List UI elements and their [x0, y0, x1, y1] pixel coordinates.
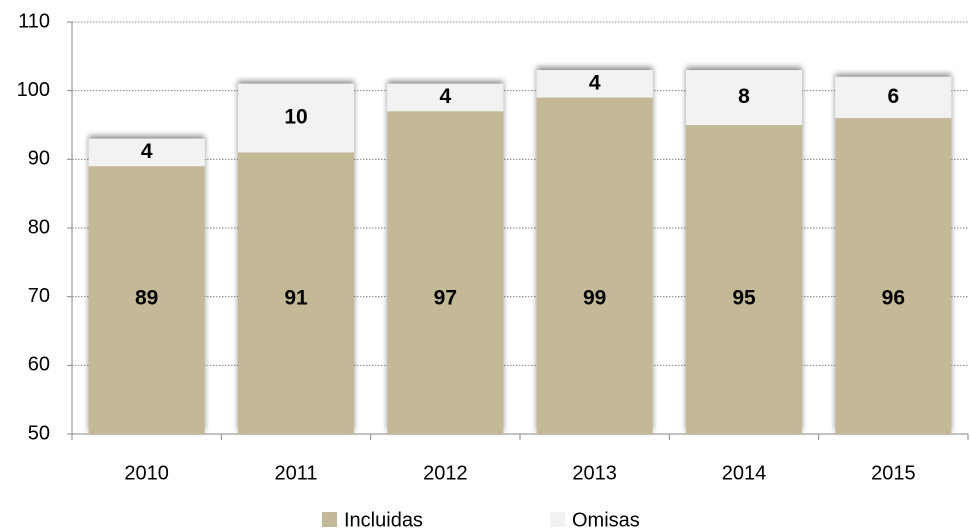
- y-tick-label: 80: [28, 216, 50, 238]
- bar-segment: [387, 111, 504, 435]
- legend-label: Omisas: [572, 509, 640, 531]
- y-tick-label: 50: [28, 422, 50, 444]
- y-tick-label: 110: [18, 10, 50, 32]
- value-label: 6: [887, 85, 899, 108]
- value-label: 95: [732, 287, 756, 310]
- bar-stack: [835, 76, 952, 434]
- value-label: 96: [882, 287, 905, 310]
- value-label: 97: [434, 287, 457, 310]
- legend-swatch: [322, 512, 337, 527]
- bar-segment: [835, 76, 952, 119]
- y-tick-label: 100: [17, 79, 50, 101]
- x-tick-label: 2015: [871, 462, 916, 484]
- value-label: 4: [141, 140, 153, 163]
- x-tick-label: 2013: [572, 462, 617, 484]
- value-label: 4: [439, 85, 451, 108]
- bar-stack: [686, 70, 802, 434]
- bar-stack: [387, 83, 504, 435]
- value-label: 99: [583, 287, 606, 310]
- value-label: 89: [135, 287, 158, 310]
- bar-stack: [536, 70, 653, 435]
- bar-stack: [88, 138, 205, 434]
- value-label: 10: [284, 106, 307, 129]
- x-tick-label: 2011: [274, 462, 317, 484]
- bar-segment: [536, 97, 653, 435]
- bar-segment: [88, 166, 205, 434]
- bar-segment: [686, 125, 802, 434]
- value-label: 4: [589, 71, 601, 94]
- bar-segment: [238, 152, 354, 434]
- bar-segment: [238, 83, 354, 153]
- bar-segment: [536, 70, 653, 98]
- y-tick-label: 90: [28, 148, 50, 170]
- bar-segment: [686, 70, 802, 125]
- legend-label: Incluidas: [344, 509, 423, 531]
- value-label: 91: [284, 287, 308, 310]
- y-tick-label: 70: [28, 285, 50, 307]
- bar-segment: [835, 118, 952, 434]
- bar-segment: [387, 83, 504, 112]
- value-label: 8: [738, 85, 750, 108]
- x-tick-label: 2010: [124, 462, 169, 484]
- x-tick-label: 2014: [722, 462, 767, 484]
- bar-segment: [88, 138, 205, 167]
- legend-swatch: [550, 512, 565, 527]
- bar-stack: [238, 83, 354, 434]
- x-tick-label: 2012: [423, 462, 468, 484]
- y-tick-label: 60: [28, 354, 50, 376]
